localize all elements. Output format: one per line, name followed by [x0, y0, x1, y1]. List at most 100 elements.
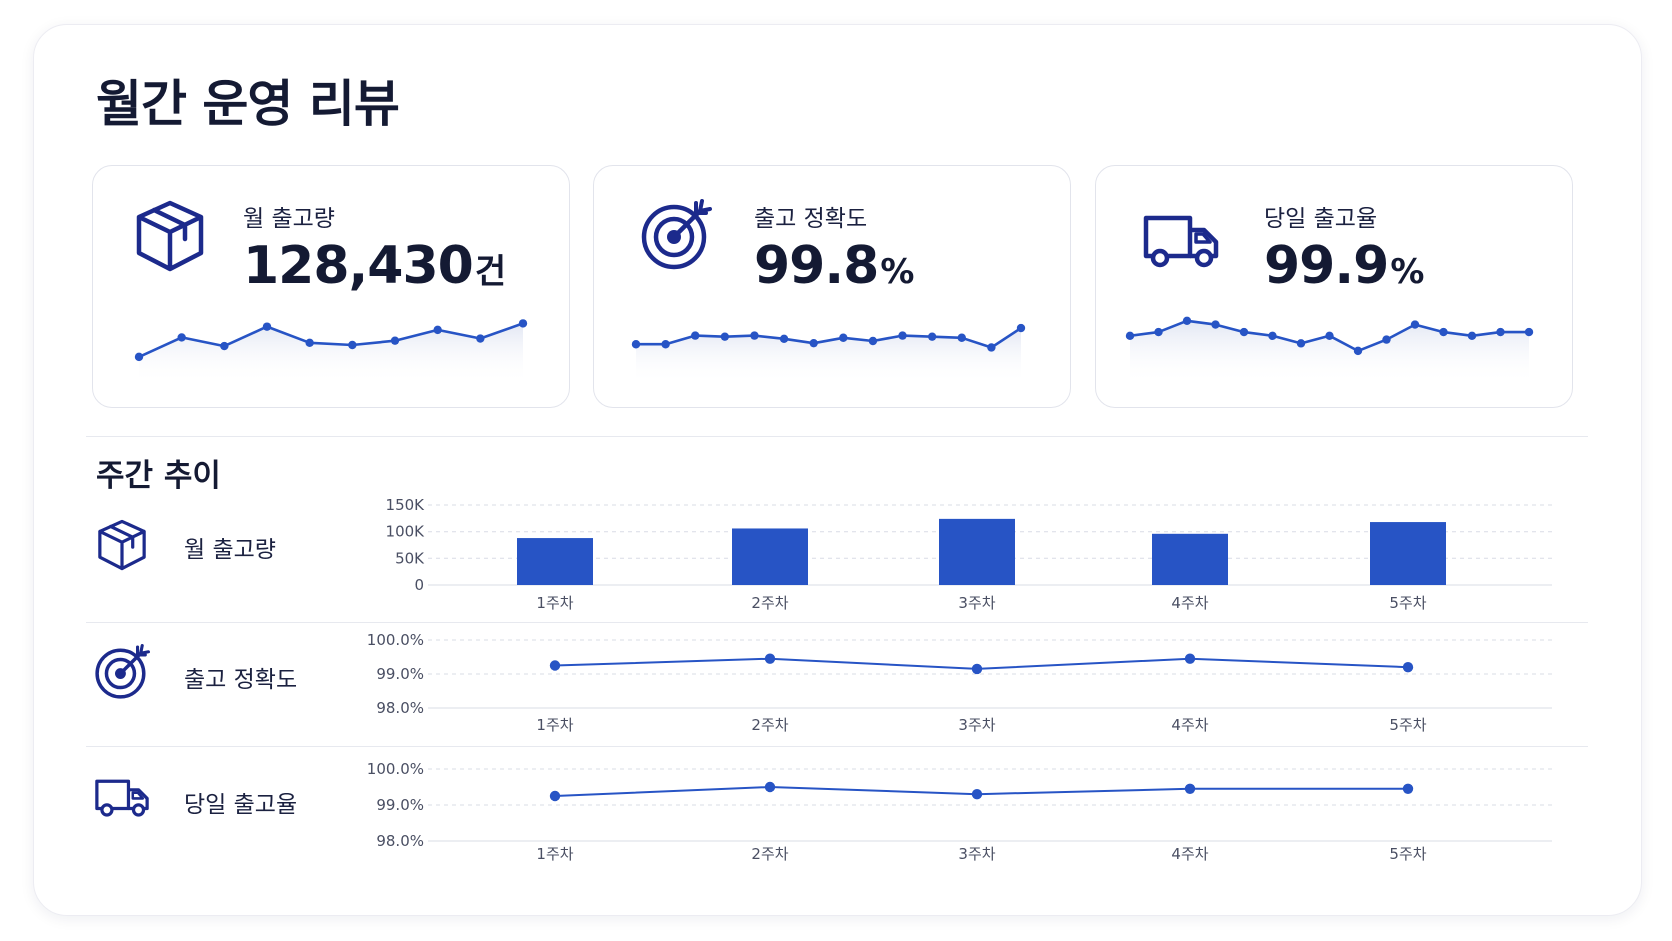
- bar: [1370, 522, 1446, 585]
- data-point: [764, 653, 776, 664]
- sparkline-accuracy: [631, 323, 1026, 384]
- sparkline-point: [868, 336, 878, 346]
- y-tick-label: 99.0%: [376, 665, 424, 683]
- sparkline-point: [1125, 331, 1135, 341]
- sparkline-point: [1182, 316, 1192, 325]
- x-tick-label: 4주차: [1171, 716, 1208, 734]
- x-tick-label: 4주차: [1171, 845, 1208, 863]
- bar: [1152, 533, 1228, 585]
- sparkline-point: [390, 336, 400, 345]
- sparkline-area: [139, 323, 523, 384]
- sparkline-point: [476, 334, 485, 343]
- weekly-volume-chart: 150K 100K 50K 0 1주차 2주차 3주차 4주차 5주차: [386, 496, 1552, 612]
- x-tick-label: 1주차: [536, 716, 573, 734]
- kpi-unit: %: [1390, 252, 1424, 292]
- kpi-unit: %: [880, 252, 914, 292]
- kpi-label: 월 출고량: [243, 206, 335, 232]
- kpi-value: 99.9%: [1264, 236, 1424, 296]
- x-tick-label: 2주차: [751, 845, 788, 863]
- data-point: [1402, 662, 1414, 673]
- sparkline-line: [138, 322, 524, 359]
- target-icon: [94, 644, 150, 700]
- sparkline-point: [957, 333, 966, 342]
- sparkline-point: [1410, 320, 1420, 329]
- sparkline-point: [809, 338, 818, 348]
- sparkline-point: [1211, 320, 1220, 329]
- sparkline-point: [1239, 327, 1249, 337]
- sparkline-point: [1439, 327, 1448, 337]
- sparkline-point: [305, 338, 314, 348]
- y-tick-label: 98.0%: [376, 699, 424, 717]
- x-tick-label: 4주차: [1171, 594, 1208, 612]
- sparkline-area: [1130, 320, 1529, 384]
- kpi-value: 99.8%: [754, 236, 914, 296]
- y-tick-label: 100K: [386, 523, 426, 541]
- row-label-volume: 월 출고량: [184, 537, 276, 563]
- x-tick-label: 2주차: [751, 716, 788, 734]
- x-tick-label: 2주차: [751, 594, 788, 612]
- bar: [732, 528, 808, 585]
- sparkline-point: [927, 332, 937, 341]
- weekly-sameday-chart: 100.0% 99.0% 98.0% 1주차 2주차 3주차 4주차 5주차: [367, 760, 1552, 863]
- kpi-number: 99.8: [754, 236, 879, 296]
- y-tick-label: 98.0%: [376, 832, 424, 850]
- row-divider: [86, 622, 1588, 623]
- box-icon: [97, 518, 147, 572]
- sparkline-point: [1353, 346, 1363, 356]
- data-point: [971, 789, 983, 800]
- sparkline-point: [1496, 327, 1505, 337]
- kpi-card-volume: 월 출고량 128,430건: [92, 165, 570, 408]
- x-tick-label: 1주차: [536, 845, 573, 863]
- sparkline-area: [636, 328, 1021, 384]
- data-point: [971, 663, 983, 675]
- x-tick-label: 5주차: [1389, 716, 1426, 734]
- sparkline-point: [898, 331, 907, 340]
- x-tick-label: 5주차: [1389, 845, 1426, 863]
- sparkline-point: [691, 331, 700, 340]
- x-tick-label: 3주차: [958, 845, 995, 863]
- sparkline-point: [1467, 331, 1477, 341]
- section-title: 주간 추이: [96, 458, 221, 494]
- sparkline-point: [1154, 327, 1163, 337]
- page-title: 월간 운영 리뷰: [96, 75, 400, 133]
- row-label-accuracy: 출고 정확도: [184, 667, 298, 693]
- y-tick-label: 50K: [395, 549, 425, 567]
- kpi-number: 99.9: [1264, 236, 1389, 296]
- sparkline-point: [720, 332, 730, 341]
- kpi-value: 128,430건: [243, 236, 506, 296]
- x-tick-label: 5주차: [1389, 594, 1426, 612]
- data-point: [764, 781, 776, 793]
- truck-icon: [94, 775, 150, 819]
- y-tick-label: 150K: [386, 496, 426, 514]
- sparkline-point: [661, 340, 670, 349]
- sparkline-point: [987, 343, 996, 352]
- y-tick-label: 100.0%: [367, 760, 424, 778]
- sparkline-point: [839, 333, 848, 342]
- kpi-card-sameday: 당일 출고율 99.9%: [1095, 165, 1573, 408]
- kpi-label: 출고 정확도: [754, 206, 868, 232]
- sparkline-point: [779, 334, 789, 344]
- y-tick-label: 100.0%: [367, 631, 424, 649]
- x-tick-label: 3주차: [958, 716, 995, 734]
- kpi-label: 당일 출고율: [1264, 206, 1378, 232]
- x-tick-label: 1주차: [536, 594, 573, 612]
- bar: [939, 518, 1015, 585]
- kpi-number: 128,430: [243, 236, 474, 296]
- data-point: [549, 790, 561, 802]
- y-tick-label: 99.0%: [376, 796, 424, 814]
- x-tick-label: 3주차: [958, 594, 995, 612]
- sparkline-point: [1524, 327, 1534, 337]
- sparkline-point: [262, 322, 272, 331]
- data-point: [1402, 783, 1414, 794]
- sparkline-point: [1016, 323, 1026, 333]
- section-divider: [86, 436, 1588, 437]
- sparkline-point: [433, 325, 442, 335]
- sparkline-point: [631, 340, 641, 349]
- sparkline-point: [750, 331, 759, 340]
- sparkline-sameday: [1125, 316, 1534, 384]
- sparkline-point: [1268, 331, 1277, 341]
- sparkline-line: [636, 326, 1022, 349]
- sparkline-point: [518, 319, 528, 328]
- kpi-unit: 건: [474, 252, 506, 292]
- row-divider: [86, 746, 1588, 747]
